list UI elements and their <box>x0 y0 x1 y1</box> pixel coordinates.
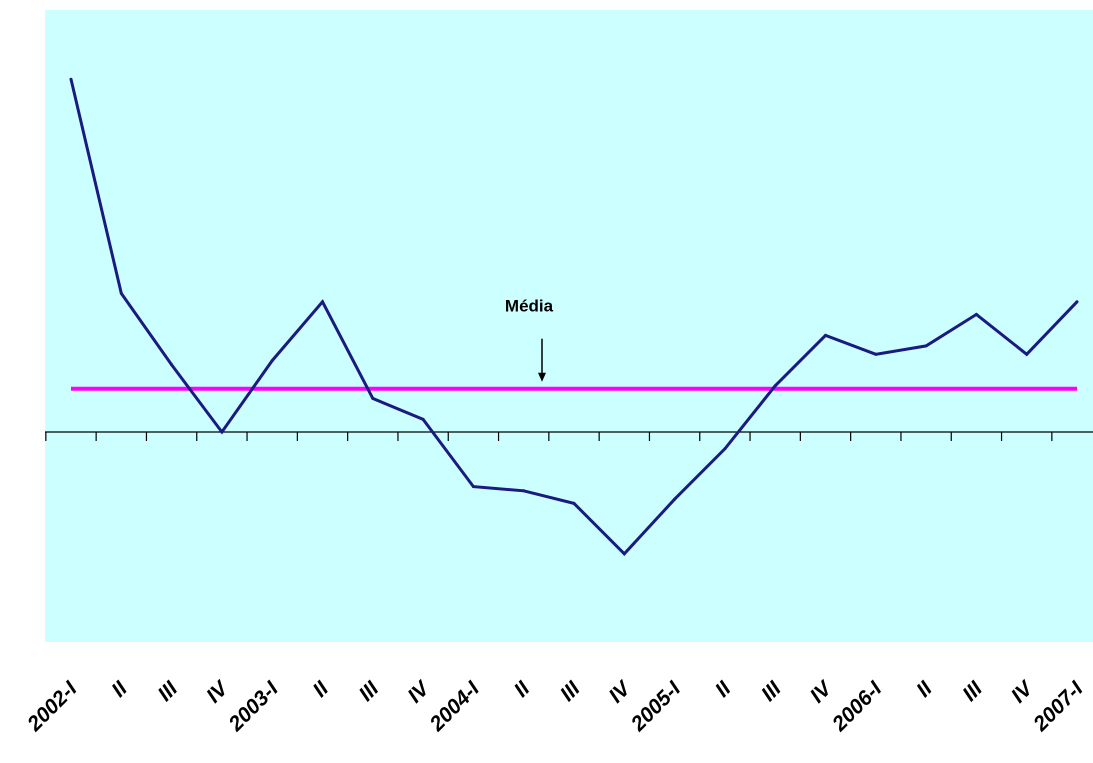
data-point <box>170 363 174 367</box>
data-point <box>874 352 878 356</box>
data-point <box>924 344 928 348</box>
data-point <box>773 384 777 388</box>
data-point <box>321 300 324 304</box>
data-point <box>673 497 677 501</box>
x-tick-label: 2003-I <box>224 676 284 736</box>
x-tick-label: III <box>757 676 786 705</box>
data-point <box>824 333 827 337</box>
x-tick-label: IV <box>403 676 435 708</box>
x-tick-label: III <box>355 676 384 705</box>
series <box>69 77 1079 556</box>
x-tick-label: II <box>107 676 132 701</box>
x-tick-label: II <box>912 676 937 701</box>
plot-area <box>45 10 1093 642</box>
data-point <box>522 489 526 493</box>
x-tick-label: IV <box>1007 676 1039 708</box>
data-point <box>622 552 626 556</box>
x-tick-label: 2002-I <box>22 676 82 736</box>
mean-label: Média <box>505 297 554 316</box>
x-tick-label: III <box>153 676 182 705</box>
data-point <box>220 430 224 434</box>
data-point <box>119 291 123 295</box>
mean-annotation: Média <box>505 297 554 382</box>
x-tick-label: II <box>510 676 535 701</box>
data-point <box>572 501 576 505</box>
data-point <box>371 396 375 400</box>
data-point <box>69 77 73 81</box>
x-tick-label: 2005-I <box>626 676 686 736</box>
x-tick-label: II <box>309 676 334 701</box>
data-point <box>723 447 727 451</box>
x-axis <box>45 431 1093 441</box>
x-tick-label: IV <box>806 676 838 708</box>
mean-arrow-head <box>538 372 546 382</box>
data-point <box>270 359 274 363</box>
x-tick-label: IV <box>202 676 234 708</box>
x-tick-label: 2007-I <box>1028 676 1088 736</box>
data-point <box>1025 352 1029 356</box>
data-point <box>421 417 425 421</box>
x-tick-label: 2006-I <box>827 676 887 736</box>
x-tick-label: 2004-I <box>425 676 485 736</box>
x-tick-label: II <box>711 676 736 701</box>
x-tick-label: III <box>958 676 987 705</box>
x-tick-label: IV <box>605 676 637 708</box>
data-point <box>1075 300 1079 304</box>
data-point <box>974 312 978 316</box>
data-point <box>471 485 475 489</box>
x-tick-label: III <box>556 676 585 705</box>
